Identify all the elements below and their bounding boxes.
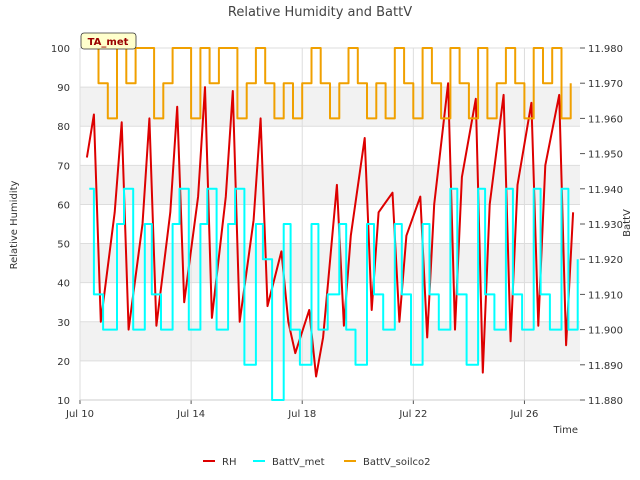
y-tick-label: 10: [57, 396, 70, 407]
y2-tick-label: 11.910: [588, 290, 623, 301]
legend-label: RH: [222, 457, 236, 468]
series-line-rh: [85, 82, 575, 378]
y2-tick-label: 11.980: [588, 44, 623, 55]
y2-tick-label: 11.940: [588, 185, 623, 196]
x-tick-label: Jul 14: [176, 409, 205, 420]
y-tick-label: 30: [57, 318, 70, 329]
axes: 10 20 30 40 50 60 70 80 90 100 11.880 11.890 11.900 1…: [51, 44, 623, 420]
legend-label: BattV_met: [272, 457, 325, 468]
y2-tick-label: 11.890: [588, 361, 623, 372]
y-axis-label: Relative Humidity: [9, 181, 20, 270]
legend-label: BattV_soilco2: [363, 457, 431, 468]
y2-tick-label: 11.960: [588, 114, 623, 125]
y2-tick-label: 11.930: [588, 220, 623, 231]
x-tick-label: Jul 26: [509, 409, 538, 420]
y2-tick-label: 11.900: [588, 326, 623, 337]
y-tick-label: 100: [51, 44, 70, 55]
series-group: [85, 47, 579, 401]
x-axis-label: Time: [553, 425, 578, 436]
series-line-battv-soilco2: [89, 47, 572, 120]
y-tick-label: 40: [57, 279, 70, 290]
annotation-text: TA_met: [88, 37, 129, 48]
annotation-box-bg: [80, 32, 137, 50]
y2-axis-label: BattV: [622, 209, 633, 237]
y2-tick-label: 11.880: [588, 396, 623, 407]
annotation-box: TA_met: [80, 32, 137, 50]
x-tick-label: Jul 18: [287, 409, 316, 420]
y-tick-label: 20: [57, 357, 70, 368]
plot-band: [80, 165, 580, 205]
series-line-battv-met: [89, 187, 579, 401]
legend-item: BattV_met: [253, 457, 325, 468]
x-tick-label: Jul 10: [65, 409, 94, 420]
y2-tick-label: 11.950: [588, 150, 623, 161]
y-tick-label: 80: [57, 122, 70, 133]
legend-item: RH: [203, 457, 236, 468]
y-tick-label: 70: [57, 161, 70, 172]
y2-tick-label: 11.970: [588, 79, 623, 90]
legend-item: BattV_soilco2: [344, 457, 431, 468]
chart-title: Relative Humidity and BattV: [228, 5, 412, 20]
y2-tick-label: 11.920: [588, 255, 623, 266]
y-tick-label: 50: [57, 240, 70, 251]
y-tick-label: 60: [57, 200, 70, 211]
legend: RH BattV_met BattV_soilco2: [203, 457, 431, 468]
x-tick-label: Jul 22: [398, 409, 427, 420]
plot-band: [80, 321, 580, 361]
y-tick-label: 90: [57, 83, 70, 94]
